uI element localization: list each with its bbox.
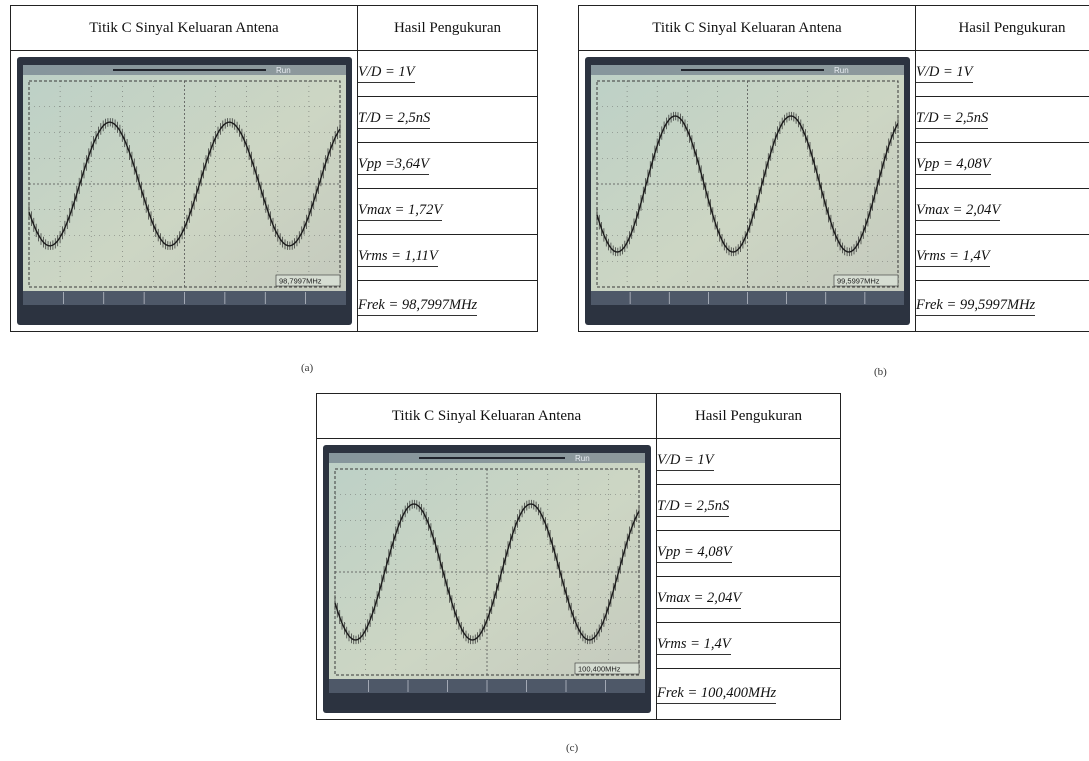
header-signal-point: Titik C Sinyal Keluaran Antena bbox=[578, 5, 916, 51]
scope-frequency-readout: 98,7997MHz bbox=[279, 277, 322, 286]
measurement-table-a: Titik C Sinyal Keluaran Antena Hasil Pen… bbox=[10, 5, 538, 332]
scope-waveform bbox=[596, 115, 899, 253]
measurement-volt-div: V/D = 1V bbox=[656, 438, 841, 485]
measurement-vrms: Vrms = 1,4V bbox=[915, 234, 1089, 281]
measurement-vmax: Vmax = 2,04V bbox=[915, 188, 1089, 235]
scope-waveform bbox=[28, 121, 341, 247]
measurement-time-div: T/D = 2,5nS bbox=[357, 96, 538, 143]
measurement-vrms: Vrms = 1,4V bbox=[656, 622, 841, 669]
measurement-vpp: Vpp = 4,08V bbox=[656, 530, 841, 577]
caption-c: (c) bbox=[566, 742, 579, 754]
scope-frequency-readout: 100,400MHz bbox=[578, 665, 621, 674]
measurement-table-c: Titik C Sinyal Keluaran Antena Hasil Pen… bbox=[316, 393, 841, 720]
scope-run-label: Run bbox=[575, 454, 590, 463]
oscilloscope-photo-a: Run 98,7997MHz bbox=[10, 50, 358, 332]
header-signal-point: Titik C Sinyal Keluaran Antena bbox=[316, 393, 657, 439]
measurement-table-b: Titik C Sinyal Keluaran Antena Hasil Pen… bbox=[578, 5, 1089, 332]
oscilloscope-screen: Run 98,7997MHz bbox=[17, 57, 352, 325]
measurement-time-div: T/D = 2,5nS bbox=[915, 96, 1089, 143]
caption-a: (a) bbox=[301, 362, 314, 374]
scope-frequency-readout: 99,5997MHz bbox=[837, 277, 880, 286]
measurement-vmax: Vmax = 1,72V bbox=[357, 188, 538, 235]
measurement-volt-div: V/D = 1V bbox=[357, 50, 538, 97]
measurement-vpp: Vpp = 4,08V bbox=[915, 142, 1089, 189]
scope-waveform bbox=[334, 503, 640, 641]
measurement-vpp: Vpp =3,64V bbox=[357, 142, 538, 189]
measurement-frequency: Frek = 99,5997MHz bbox=[915, 280, 1089, 332]
scope-run-label: Run bbox=[276, 66, 291, 75]
header-measurement-result: Hasil Pengukuran bbox=[357, 5, 538, 51]
caption-b: (b) bbox=[874, 366, 887, 378]
oscilloscope-photo-c: Run 100,400MHz bbox=[316, 438, 657, 720]
header-measurement-result: Hasil Pengukuran bbox=[656, 393, 841, 439]
oscilloscope-photo-b: Run 99,5997MHz bbox=[578, 50, 916, 332]
measurement-volt-div: V/D = 1V bbox=[915, 50, 1089, 97]
oscilloscope-screen: Run 99,5997MHz bbox=[585, 57, 910, 325]
scope-run-label: Run bbox=[834, 66, 849, 75]
measurement-time-div: T/D = 2,5nS bbox=[656, 484, 841, 531]
measurement-vmax: Vmax = 2,04V bbox=[656, 576, 841, 623]
header-signal-point: Titik C Sinyal Keluaran Antena bbox=[10, 5, 358, 51]
measurement-vrms: Vrms = 1,11V bbox=[357, 234, 538, 281]
oscilloscope-screen: Run 100,400MHz bbox=[323, 445, 651, 713]
header-measurement-result: Hasil Pengukuran bbox=[915, 5, 1089, 51]
measurement-frequency: Frek = 98,7997MHz bbox=[357, 280, 538, 332]
measurement-frequency: Frek = 100,400MHz bbox=[656, 668, 841, 720]
